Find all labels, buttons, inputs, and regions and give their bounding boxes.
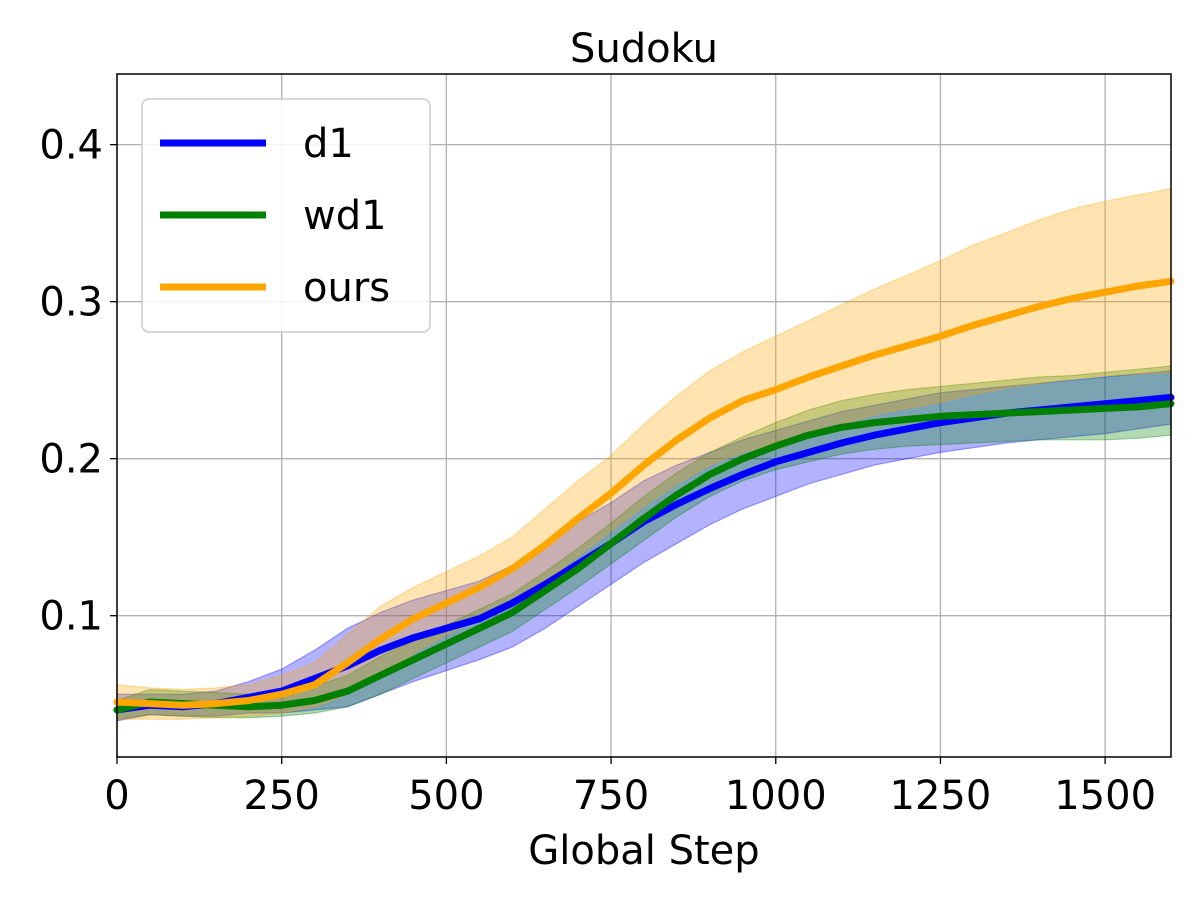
x-tick-label: 750 — [573, 773, 649, 819]
y-tick-label: 0.3 — [39, 280, 103, 326]
series-lines — [113, 277, 1175, 714]
x-tick-label: 1500 — [1054, 773, 1156, 819]
x-tick-label: 1250 — [890, 773, 992, 819]
series-line-wd1 — [113, 400, 1175, 714]
series-line-ours — [113, 277, 1175, 709]
x-tick-label: 0 — [104, 773, 129, 819]
y-tick-label: 0.2 — [39, 437, 103, 483]
legend-label-d1: d1 — [303, 121, 354, 167]
y-tick-label: 0.4 — [39, 123, 103, 169]
plot-frame — [116, 73, 1172, 758]
y-tick-label: 0.1 — [39, 594, 103, 640]
legend: d1 wd1 ours — [141, 98, 431, 333]
x-tick-label: 500 — [408, 773, 484, 819]
x-tick-label: 1000 — [725, 773, 827, 819]
x-axis-label: Global Step — [528, 828, 759, 874]
legend-box — [141, 98, 431, 333]
chart-title: Sudoku — [570, 26, 718, 72]
legend-label-ours: ours — [303, 265, 390, 311]
legend-label-wd1: wd1 — [303, 193, 387, 239]
x-tick-label: 250 — [244, 773, 320, 819]
x-axis-ticks: 0 250 500 750 1000 1250 1500 — [104, 757, 1156, 819]
y-axis-ticks: 0.1 0.2 0.3 0.4 — [39, 123, 117, 640]
